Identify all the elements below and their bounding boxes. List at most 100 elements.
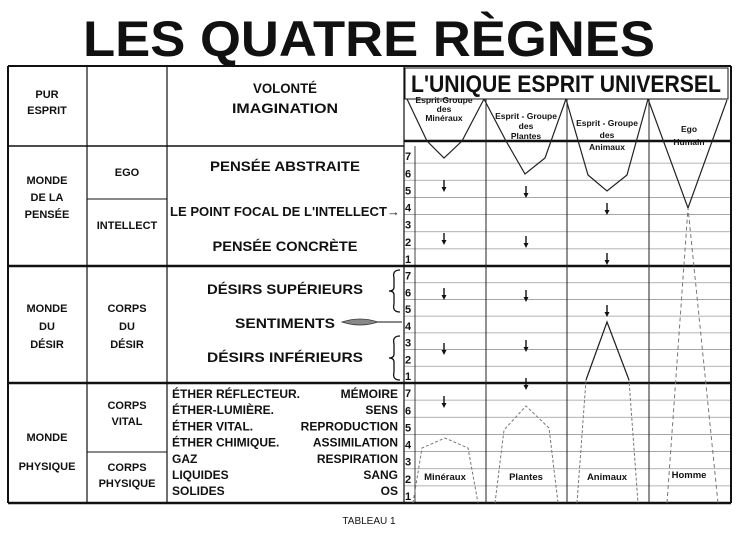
level-number: 5 xyxy=(405,185,411,197)
group-spirit-label: Humain xyxy=(673,137,704,147)
level-number: 4 xyxy=(405,440,412,452)
down-arrow-icon xyxy=(441,240,447,245)
ether-label: ÉTHER CHIMIQUE. xyxy=(172,435,279,450)
level-number: 7 xyxy=(405,388,411,400)
function-label: SENS xyxy=(365,403,398,417)
level-number: 5 xyxy=(405,304,411,316)
kingdom-label: Homme xyxy=(672,470,707,481)
group-spirit-label: Plantes xyxy=(511,131,542,141)
ether-label: GAZ xyxy=(172,452,197,466)
body-label: CORPS xyxy=(107,400,146,412)
function-label: RESPIRATION xyxy=(317,452,398,466)
down-arrow-icon xyxy=(604,210,610,215)
function-label: REPRODUCTION xyxy=(301,419,398,433)
body-label: PHYSIQUE xyxy=(99,478,156,490)
function-label: MÉMOIRE xyxy=(341,386,398,401)
group-spirit-label: des xyxy=(600,130,615,140)
function-label: SANG xyxy=(363,468,398,482)
level-number: 3 xyxy=(405,457,411,469)
world-label: MONDE xyxy=(27,432,68,444)
world-label: PHYSIQUE xyxy=(19,461,76,473)
ether-label: ÉTHER-LUMIÈRE. xyxy=(172,402,274,417)
table-caption: TABLEAU 1 xyxy=(342,516,396,527)
pure-spirit-label: ESPRIT xyxy=(27,105,67,117)
table-labels: L'UNIQUE ESPRIT UNIVERSEL 7 6 5 4 3 2 1 7 6 5 4 3 2 1 7… xyxy=(19,71,721,503)
down-arrow-icon xyxy=(523,243,529,248)
intellect-label: INTELLECT xyxy=(97,220,158,232)
body-label: CORPS xyxy=(107,462,146,474)
group-spirit-label: Esprit - Groupe xyxy=(576,118,638,128)
kingdom-label: Plantes xyxy=(509,472,543,483)
level-number: 4 xyxy=(405,203,412,215)
world-label: DE LA xyxy=(31,192,64,204)
body-label: DÉSIR xyxy=(110,338,144,351)
level-number: 2 xyxy=(405,237,411,249)
level-number: 4 xyxy=(405,321,412,333)
level-number: 6 xyxy=(405,405,411,417)
level-number: 6 xyxy=(405,168,411,180)
group-spirit-label: Ego xyxy=(681,124,697,134)
imagination-label: IMAGINATION xyxy=(232,100,338,116)
group-spirit-label: des xyxy=(437,104,452,114)
down-arrow-icon xyxy=(441,403,447,408)
ether-label: ÉTHER VITAL. xyxy=(172,418,253,433)
ether-label: LIQUIDES xyxy=(172,468,229,482)
level-number: 1 xyxy=(405,254,411,266)
down-arrow-icon xyxy=(604,260,610,265)
down-arrow-icon xyxy=(523,297,529,302)
superior-desires-label: DÉSIRS SUPÉRIEURS xyxy=(207,281,363,297)
group-spirit-label: Esprit-Groupe xyxy=(415,95,472,105)
level-number: 3 xyxy=(405,220,411,232)
level-number: 1 xyxy=(405,491,411,503)
world-label: PENSÉE xyxy=(25,208,70,221)
ether-label: ÉTHER RÉFLECTEUR. xyxy=(172,386,300,401)
down-arrow-icon xyxy=(604,312,610,317)
level-number: 5 xyxy=(405,422,411,434)
group-spirit-label: Esprit - Groupe xyxy=(495,111,557,121)
concrete-thought-label: PENSÉE CONCRÈTE xyxy=(213,238,358,254)
body-label: DU xyxy=(119,321,135,333)
human-body-shape xyxy=(666,207,719,504)
mineral-group-spirit-shape xyxy=(406,98,485,159)
down-arrow-icon xyxy=(523,347,529,352)
level-number: 6 xyxy=(405,287,411,299)
function-label: ASSIMILATION xyxy=(313,436,398,450)
group-spirit-label: des xyxy=(519,121,534,131)
kingdom-shapes xyxy=(340,98,728,504)
body-label: CORPS xyxy=(107,303,146,315)
table-grid xyxy=(7,65,732,505)
animal-group-spirit-shape xyxy=(565,98,649,192)
world-label: DÉSIR xyxy=(30,338,64,351)
body-label: VITAL xyxy=(112,416,143,428)
superior-brace xyxy=(388,269,401,313)
kingdom-label: Minéraux xyxy=(424,472,466,483)
function-label: OS xyxy=(381,484,398,498)
level-number: 1 xyxy=(405,371,411,383)
banner-box xyxy=(404,67,729,100)
abstract-thought-label: PENSÉE ABSTRAITE xyxy=(210,158,360,174)
page-title: LES QUATRE RÈGNES xyxy=(83,11,655,67)
world-label: DU xyxy=(39,321,55,333)
down-arrow-icon xyxy=(441,187,447,192)
down-arrow-icon xyxy=(523,193,529,198)
ether-label: SOLIDES xyxy=(172,484,225,498)
plant-body-shape xyxy=(494,405,559,504)
inferior-desires-label: DÉSIRS INFÉRIEURS xyxy=(207,349,363,365)
animal-desire-shape xyxy=(585,320,630,381)
world-label: MONDE xyxy=(27,175,68,187)
plant-group-spirit-shape xyxy=(483,98,567,175)
focal-point-label: LE POINT FOCAL DE L'INTELLECT→ xyxy=(170,205,400,219)
kingdom-label: Animaux xyxy=(587,472,628,483)
level-number: 3 xyxy=(405,338,411,350)
feelings-label: SENTIMENTS xyxy=(235,315,335,331)
will-label: VOLONTÉ xyxy=(253,80,317,96)
human-ego-shape xyxy=(647,98,728,210)
ego-label: EGO xyxy=(115,167,140,179)
banner-title: L'UNIQUE ESPRIT UNIVERSEL xyxy=(411,71,721,98)
feather-icon xyxy=(340,318,380,326)
inferior-brace xyxy=(388,335,401,381)
group-spirit-label: Minéraux xyxy=(425,113,463,123)
level-number: 2 xyxy=(405,474,411,486)
group-spirit-label: Animaux xyxy=(589,142,625,152)
